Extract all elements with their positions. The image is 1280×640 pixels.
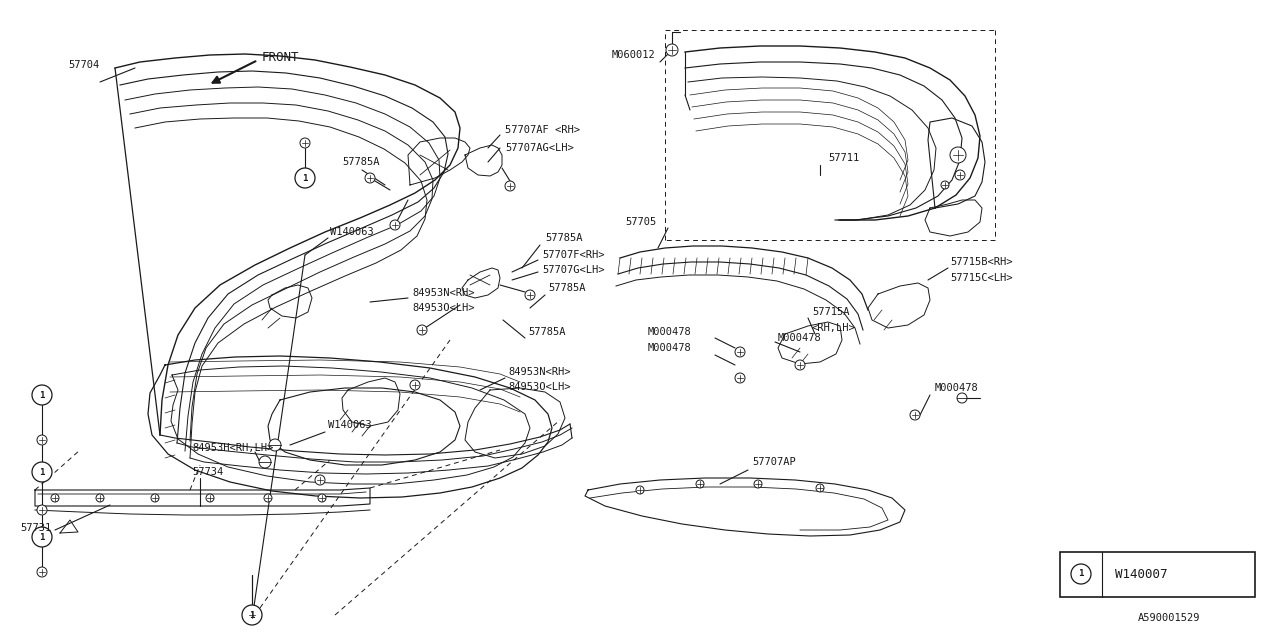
- Circle shape: [300, 138, 310, 148]
- Text: 84953N<RH>: 84953N<RH>: [508, 367, 571, 377]
- Circle shape: [817, 484, 824, 492]
- Circle shape: [1071, 564, 1091, 584]
- Circle shape: [506, 181, 515, 191]
- Text: M000478: M000478: [778, 333, 822, 343]
- Text: 57715A: 57715A: [812, 307, 850, 317]
- Text: 57785A: 57785A: [529, 327, 566, 337]
- Circle shape: [264, 494, 273, 502]
- Circle shape: [206, 494, 214, 502]
- Text: 1: 1: [40, 532, 45, 541]
- Text: 57704: 57704: [68, 60, 100, 70]
- Text: 1: 1: [1078, 570, 1084, 579]
- Text: 57785A: 57785A: [548, 283, 585, 293]
- Text: 57707AP: 57707AP: [753, 457, 796, 467]
- Text: 84953O<LH>: 84953O<LH>: [508, 382, 571, 392]
- Circle shape: [735, 347, 745, 357]
- Text: 1: 1: [40, 390, 45, 399]
- Text: 84953H<RH,LH>: 84953H<RH,LH>: [192, 443, 273, 453]
- Text: FRONT: FRONT: [262, 51, 300, 63]
- Text: 57715C<LH>: 57715C<LH>: [950, 273, 1012, 283]
- Circle shape: [910, 410, 920, 420]
- Circle shape: [269, 439, 282, 451]
- Circle shape: [247, 610, 257, 620]
- Circle shape: [950, 147, 966, 163]
- Text: 57715B<RH>: 57715B<RH>: [950, 257, 1012, 267]
- Text: 84953N<RH>: 84953N<RH>: [412, 288, 475, 298]
- Circle shape: [410, 380, 420, 390]
- Circle shape: [365, 173, 375, 183]
- Circle shape: [795, 360, 805, 370]
- Text: W140007: W140007: [1115, 568, 1167, 580]
- Circle shape: [955, 170, 965, 180]
- Text: W140063: W140063: [330, 227, 374, 237]
- Circle shape: [242, 605, 262, 625]
- Circle shape: [32, 527, 52, 547]
- Text: 57731: 57731: [20, 523, 51, 533]
- Circle shape: [390, 220, 399, 230]
- Circle shape: [525, 290, 535, 300]
- Circle shape: [315, 475, 325, 485]
- Text: 84953O<LH>: 84953O<LH>: [412, 303, 475, 313]
- Circle shape: [735, 373, 745, 383]
- Circle shape: [37, 505, 47, 515]
- Circle shape: [151, 494, 159, 502]
- Text: 57785A: 57785A: [545, 233, 582, 243]
- Circle shape: [941, 181, 948, 189]
- Circle shape: [32, 385, 52, 405]
- Circle shape: [317, 494, 326, 502]
- Text: 1: 1: [302, 173, 307, 182]
- Text: 57705: 57705: [625, 217, 657, 227]
- Circle shape: [294, 168, 315, 188]
- Text: A590001529: A590001529: [1138, 613, 1201, 623]
- Circle shape: [32, 462, 52, 482]
- Text: 1: 1: [40, 467, 45, 477]
- Circle shape: [417, 325, 428, 335]
- Text: M060012: M060012: [612, 50, 655, 60]
- Text: <RH,LH>: <RH,LH>: [812, 323, 856, 333]
- Circle shape: [754, 480, 762, 488]
- Circle shape: [51, 494, 59, 502]
- Text: 57711: 57711: [828, 153, 859, 163]
- Circle shape: [96, 494, 104, 502]
- Circle shape: [37, 567, 47, 577]
- Circle shape: [666, 44, 678, 56]
- Circle shape: [957, 393, 966, 403]
- Text: M000478: M000478: [648, 327, 691, 337]
- Text: 57785A: 57785A: [342, 157, 379, 167]
- Text: 57707AG<LH>: 57707AG<LH>: [506, 143, 573, 153]
- Text: M000478: M000478: [934, 383, 979, 393]
- Text: 57734: 57734: [192, 467, 223, 477]
- Circle shape: [37, 435, 47, 445]
- Circle shape: [696, 480, 704, 488]
- Text: M000478: M000478: [648, 343, 691, 353]
- Circle shape: [636, 486, 644, 494]
- Text: 57707F<RH>: 57707F<RH>: [541, 250, 604, 260]
- Text: 1: 1: [250, 611, 255, 620]
- Text: 57707AF <RH>: 57707AF <RH>: [506, 125, 580, 135]
- Text: 57707G<LH>: 57707G<LH>: [541, 265, 604, 275]
- Text: W140063: W140063: [328, 420, 371, 430]
- Circle shape: [259, 456, 271, 468]
